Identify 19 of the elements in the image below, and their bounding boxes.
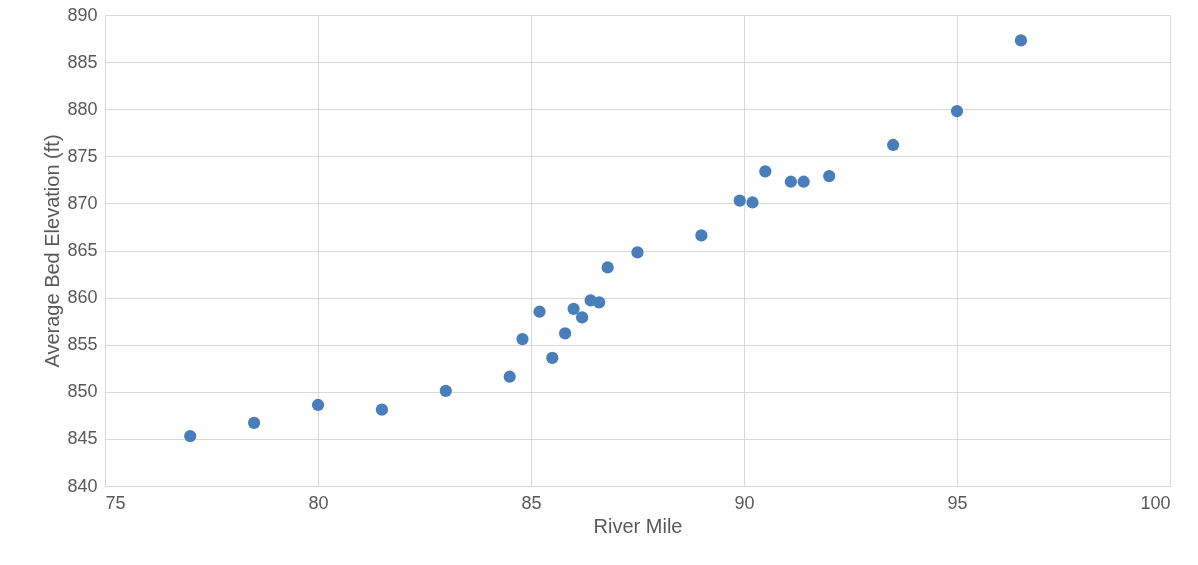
x-axis-title: River Mile [593,514,683,537]
y-tick-label: 840 [67,475,98,496]
x-tick-label: 95 [947,492,968,513]
y-axis-title: Average Bed Elevation (ft) [41,134,64,368]
y-tick-label: 880 [67,98,98,119]
x-tick-label: 100 [1140,492,1171,513]
y-tick-label: 865 [67,240,98,260]
y-tick-label: 845 [67,428,98,449]
y-tick-label: 850 [67,381,98,402]
x-tick-label: 80 [308,492,329,513]
x-tick-label: 75 [105,492,126,513]
y-tick-label: 885 [67,51,98,72]
y-tick-label: 855 [67,334,98,355]
y-tick-label: 860 [67,287,98,308]
x-tick-label: 85 [521,492,542,513]
y-tick-label: 890 [67,4,98,25]
x-tick-label: 90 [734,492,755,513]
y-tick-label: 870 [67,192,98,213]
y-tick-label: 875 [67,145,98,166]
